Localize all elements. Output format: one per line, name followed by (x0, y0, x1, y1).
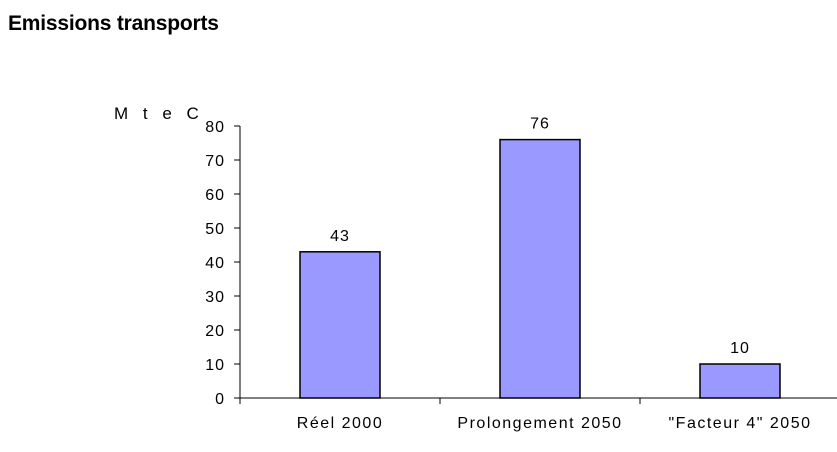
y-tick-label: 30 (205, 289, 225, 306)
bar (299, 251, 381, 399)
x-tick-label: Prolongement 2050 (457, 415, 622, 432)
y-tick-label: 40 (205, 255, 225, 272)
y-tick-label: 50 (205, 221, 225, 238)
chart-title: Emissions transports (8, 12, 219, 35)
x-tick-label: Réel 2000 (297, 415, 383, 432)
y-tick-label: 20 (205, 323, 225, 340)
y-tick-label: 60 (205, 187, 225, 204)
bar (699, 363, 781, 399)
data-label: 10 (730, 340, 750, 357)
data-label: 43 (330, 228, 350, 245)
y-axis-label: M t e C (114, 104, 204, 123)
data-label: 76 (530, 116, 550, 133)
y-tick-label: 0 (215, 391, 225, 408)
x-tick-label: "Facteur 4" 2050 (669, 415, 812, 432)
y-tick-label: 70 (205, 153, 225, 170)
y-tick-label: 80 (205, 119, 225, 136)
y-tick-label: 10 (205, 357, 225, 374)
bar (499, 138, 581, 399)
